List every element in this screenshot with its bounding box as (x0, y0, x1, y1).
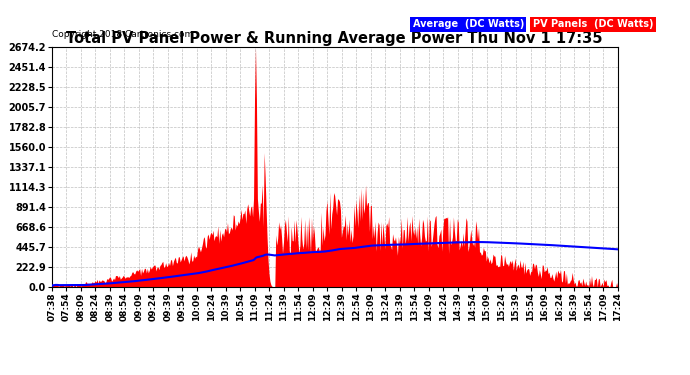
Text: Average  (DC Watts): Average (DC Watts) (413, 20, 524, 29)
Text: Copyright 2018 Cartronics.com: Copyright 2018 Cartronics.com (52, 30, 193, 39)
Title: Total PV Panel Power & Running Average Power Thu Nov 1 17:35: Total PV Panel Power & Running Average P… (66, 31, 603, 46)
Text: PV Panels  (DC Watts): PV Panels (DC Watts) (533, 20, 653, 29)
